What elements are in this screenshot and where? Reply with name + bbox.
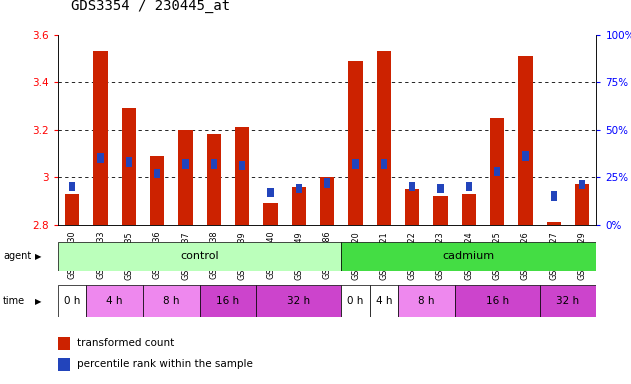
Text: transformed count: transformed count xyxy=(77,338,175,348)
Bar xyxy=(341,285,370,317)
Bar xyxy=(65,194,80,225)
Bar xyxy=(211,159,217,169)
Bar xyxy=(377,51,391,225)
Text: GDS3354 / 230445_at: GDS3354 / 230445_at xyxy=(71,0,230,13)
Text: percentile rank within the sample: percentile rank within the sample xyxy=(77,359,253,369)
Bar xyxy=(263,203,278,225)
Bar xyxy=(239,161,245,170)
Bar xyxy=(207,134,221,225)
Bar xyxy=(292,187,306,225)
Bar xyxy=(182,159,189,169)
Text: control: control xyxy=(180,251,219,262)
Text: cadmium: cadmium xyxy=(443,251,495,262)
Bar xyxy=(546,222,561,225)
Text: 32 h: 32 h xyxy=(287,296,310,306)
Text: 8 h: 8 h xyxy=(163,296,180,306)
Bar xyxy=(490,118,504,225)
Bar xyxy=(97,153,103,163)
Text: 32 h: 32 h xyxy=(557,296,579,306)
Bar xyxy=(380,159,387,169)
Text: agent: agent xyxy=(3,251,32,262)
Bar xyxy=(122,108,136,225)
Text: 4 h: 4 h xyxy=(375,296,392,306)
Bar xyxy=(58,242,341,271)
Text: 0 h: 0 h xyxy=(347,296,363,306)
Bar xyxy=(154,169,160,178)
Bar xyxy=(179,130,192,225)
Text: 8 h: 8 h xyxy=(418,296,435,306)
Bar xyxy=(433,196,447,225)
Bar xyxy=(93,51,108,225)
Bar xyxy=(466,182,472,191)
Bar xyxy=(522,151,529,161)
Bar xyxy=(437,184,444,193)
Bar xyxy=(348,61,363,225)
Bar xyxy=(494,167,500,176)
Bar xyxy=(462,194,476,225)
Text: ▶: ▶ xyxy=(35,252,41,261)
Bar xyxy=(409,182,415,191)
Bar xyxy=(235,127,249,225)
Bar xyxy=(150,156,164,225)
Text: 16 h: 16 h xyxy=(216,296,240,306)
Bar xyxy=(519,56,533,225)
Bar xyxy=(320,177,334,225)
Bar xyxy=(575,184,589,225)
Text: ▶: ▶ xyxy=(35,296,41,306)
Bar xyxy=(579,180,585,189)
Bar xyxy=(58,358,70,371)
Bar xyxy=(58,337,70,349)
Text: time: time xyxy=(3,296,25,306)
Bar xyxy=(296,184,302,193)
Bar xyxy=(324,178,330,187)
Text: 16 h: 16 h xyxy=(486,296,509,306)
Bar xyxy=(540,285,596,317)
Bar xyxy=(69,182,75,191)
Text: 0 h: 0 h xyxy=(64,296,80,306)
Bar xyxy=(126,157,132,167)
Bar xyxy=(341,242,596,271)
Bar xyxy=(551,191,557,201)
Bar xyxy=(268,187,274,197)
Bar xyxy=(370,285,398,317)
Bar xyxy=(352,159,358,169)
Bar xyxy=(398,285,455,317)
Bar xyxy=(455,285,540,317)
Bar xyxy=(86,285,143,317)
Text: 4 h: 4 h xyxy=(107,296,123,306)
Bar xyxy=(199,285,256,317)
Bar xyxy=(58,285,86,317)
Bar xyxy=(143,285,199,317)
Bar xyxy=(405,189,419,225)
Bar xyxy=(256,285,341,317)
